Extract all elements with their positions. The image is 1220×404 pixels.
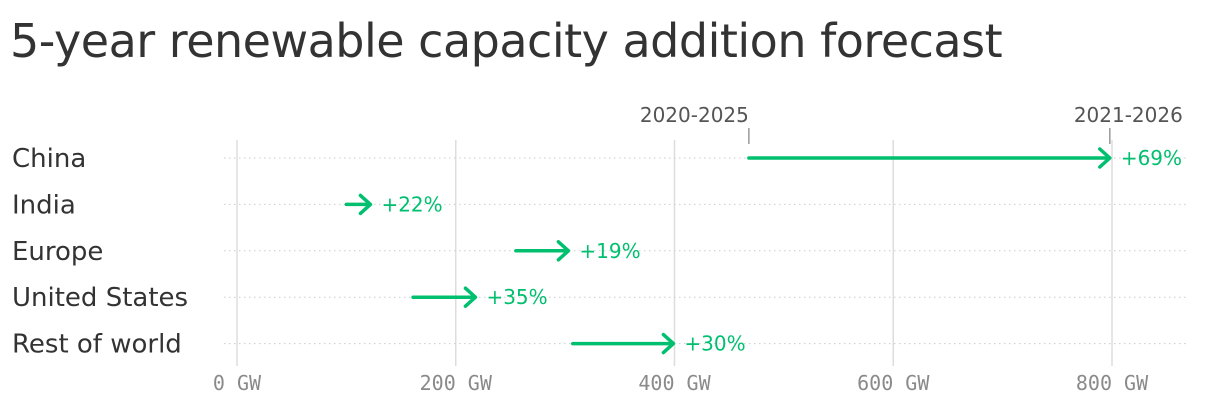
arrow-head [661, 332, 676, 355]
change-label: +19% [579, 239, 640, 263]
category-label: Europe [12, 237, 103, 267]
change-label: +30% [684, 332, 745, 356]
x-tick-label: 200 GW [420, 371, 493, 395]
grid-layer [236, 140, 1113, 366]
change-label: +69% [1121, 146, 1182, 170]
arrow-head [463, 286, 478, 308]
arrow-head [358, 193, 373, 216]
category-label-layer: China India Europe United States Rest of wor… [12, 144, 188, 360]
row-guide-layer [224, 157, 1188, 345]
arrow-layer: +69% +22% +19% +35% +30% [344, 146, 1182, 356]
chart-title: 5-year renewable capacity addition forec… [10, 14, 1003, 68]
category-label: China [12, 144, 86, 174]
change-label: +35% [486, 285, 547, 309]
x-tick-label: 800 GW [1076, 371, 1149, 395]
x-axis-tick-layer: 0 GW 200 GW 400 GW 600 GW 800 GW [213, 371, 1149, 395]
x-tick-label: 400 GW [638, 371, 711, 395]
x-tick-label: 600 GW [857, 371, 930, 395]
change-label: +22% [381, 192, 442, 216]
start-period-label: 2020-2025 [640, 103, 749, 127]
x-tick-label: 0 GW [213, 371, 262, 395]
category-label: United States [12, 283, 188, 313]
category-label: India [12, 190, 76, 220]
end-period-label: 2021-2026 [1074, 103, 1183, 127]
period-marker-layer: 2020-2025 2021-2026 [640, 103, 1183, 144]
arrow-head [556, 240, 571, 262]
arrow-head [1098, 147, 1112, 169]
category-label: Rest of world [12, 330, 182, 360]
